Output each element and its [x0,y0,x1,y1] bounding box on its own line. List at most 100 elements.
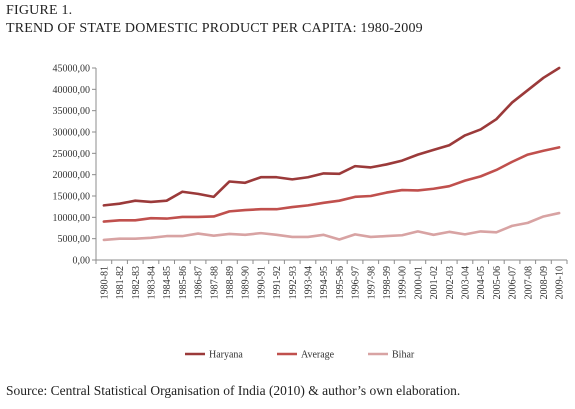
data-point-average [165,217,168,220]
data-point-bihar [259,232,262,235]
x-tick-label: 1984-85 [162,266,173,299]
series-line-haryana [102,66,561,207]
data-point-bihar [385,235,388,238]
data-point-bihar [244,233,247,236]
data-point-bihar [291,236,294,238]
data-point-haryana [369,166,372,169]
data-point-average [416,189,419,192]
data-point-average [526,153,529,156]
data-point-bihar [134,237,137,240]
data-point-haryana [558,67,561,69]
x-tick-label: 1989-90 [241,266,252,299]
x-tick-label: 2004-05 [476,266,487,299]
x-tick-label: 1990-91 [256,266,267,299]
data-point-average [338,199,341,202]
data-point-bihar [102,239,105,241]
data-point-bihar [322,233,325,236]
y-tick-label: 0,00 [73,256,91,267]
source-note: Source: Central Statistical Organisation… [6,383,461,398]
data-point-average [118,219,121,222]
data-point-bihar [181,235,184,238]
x-tick-label: 1985-86 [178,266,189,299]
data-point-average [307,204,309,207]
data-point-haryana [102,204,105,207]
data-point-average [448,185,451,188]
data-point-haryana [416,153,419,156]
y-tick-label: 40000,00 [53,85,91,96]
data-point-average [401,189,404,191]
data-point-average [464,179,466,182]
data-point-average [228,210,231,213]
data-point-bihar [542,215,545,218]
x-tick-label: 2008-09 [539,266,550,299]
data-point-haryana [526,89,529,92]
data-point-bihar [448,230,451,233]
x-tick-label: 1988-89 [225,266,236,299]
y-tick-label: 30000,00 [53,128,91,139]
data-point-haryana [212,195,215,198]
data-point-average [259,208,262,211]
y-tick-label: 25000,00 [53,149,91,160]
x-tick-label: 2001-02 [429,266,440,299]
x-tick-label: 1997-98 [366,266,377,299]
data-point-bihar [479,230,482,233]
data-point-haryana [150,201,152,203]
y-tick-label: 20000,00 [53,170,91,181]
data-point-average [212,215,215,218]
figure-title: TREND OF STATE DOMESTIC PRODUCT PER CAPI… [6,21,423,36]
data-point-bihar [369,236,372,238]
data-point-haryana [511,101,513,104]
data-point-haryana [259,176,262,179]
x-tick-label: 1983-84 [146,266,157,299]
data-point-haryana [165,199,168,202]
data-point-bihar [307,236,309,238]
x-tick-label: 1980-81 [99,266,110,299]
x-tick-label: 1998-99 [382,266,393,299]
x-tick-label: 1982-83 [131,266,142,299]
data-point-average [495,169,498,171]
data-point-bihar [197,232,199,235]
data-point-bihar [495,231,498,234]
data-point-haryana [275,176,278,179]
data-point-bihar [338,238,341,241]
data-point-bihar [228,233,231,235]
y-tick-label: 5000,00 [58,234,91,245]
data-point-bihar [526,221,529,224]
y-tick-label: 15000,00 [53,192,91,203]
data-point-haryana [322,172,325,175]
data-point-average [354,195,356,198]
data-point-haryana [432,149,435,151]
data-point-haryana [197,192,199,195]
data-point-haryana [385,163,388,166]
data-point-haryana [448,144,451,147]
legend-label-bihar: Bihar [392,350,415,361]
data-point-average [385,191,388,194]
data-point-average [479,175,482,178]
data-point-average [197,216,199,218]
x-tick-label: 1987-88 [209,266,220,299]
data-point-bihar [511,224,513,227]
data-point-bihar [354,233,356,236]
x-tick-label: 1999-00 [398,266,409,299]
data-point-haryana [464,134,466,137]
data-point-haryana [118,202,121,205]
data-point-haryana [495,118,498,121]
series-line-average [102,146,561,223]
x-tick-label: 1981-82 [115,266,126,299]
legend-label-haryana: Haryana [209,350,243,361]
data-point-average [275,208,278,211]
data-point-bihar [432,233,435,236]
data-point-haryana [542,76,545,79]
data-point-average [181,216,184,218]
x-tick-label: 2000-01 [413,266,424,299]
x-tick-label: 1993-94 [303,266,314,299]
series-line-bihar [102,211,561,242]
legend-label-average: Average [301,350,335,361]
data-point-haryana [307,176,309,179]
x-tick-label: 2002-03 [445,266,456,299]
data-point-haryana [181,190,184,193]
data-point-average [558,146,561,149]
data-point-average [511,160,513,163]
x-tick-label: 2003-04 [460,266,471,299]
